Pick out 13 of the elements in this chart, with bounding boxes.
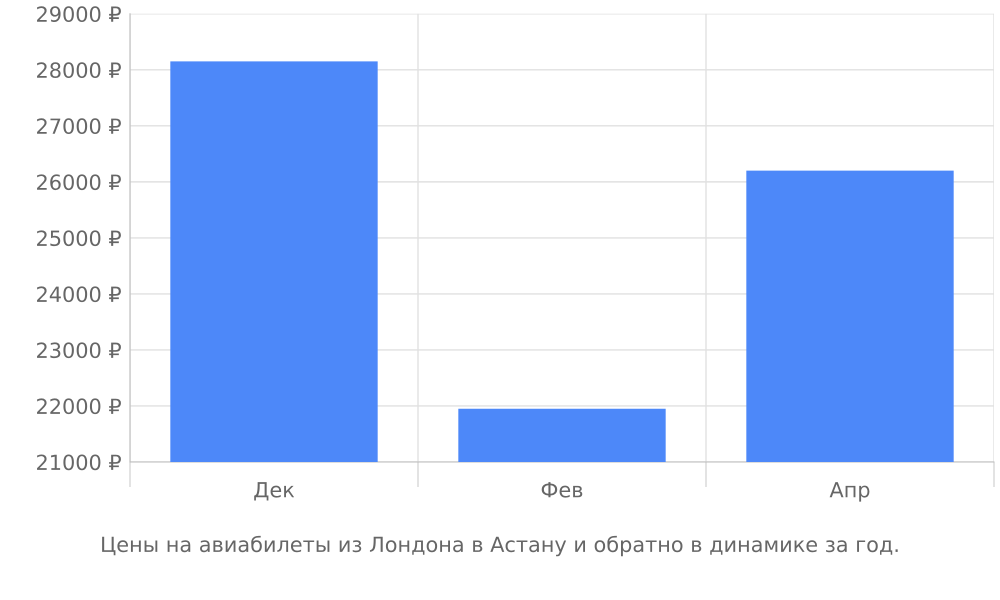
y-tick-label: 25000 ₽ — [37, 230, 121, 246]
y-tick-label: 26000 ₽ — [37, 174, 121, 190]
y-tick-label: 23000 ₽ — [37, 342, 121, 358]
y-tick-label: 28000 ₽ — [37, 62, 121, 78]
y-tick-label: 24000 ₽ — [37, 286, 121, 302]
x-tick-label: Фев — [542, 482, 582, 498]
y-tick-label: 22000 ₽ — [37, 398, 121, 414]
y-tick-label: 29000 ₽ — [37, 6, 121, 22]
y-tick-label: 27000 ₽ — [37, 118, 121, 134]
x-tick-label: Дек — [254, 482, 294, 501]
x-tick-label: Апр — [830, 482, 870, 502]
y-tick-label: 21000 ₽ — [37, 454, 121, 470]
text: Цены на авиабилеты из Лондона в Астану и обратно в динамике за год. — [102, 536, 898, 556]
